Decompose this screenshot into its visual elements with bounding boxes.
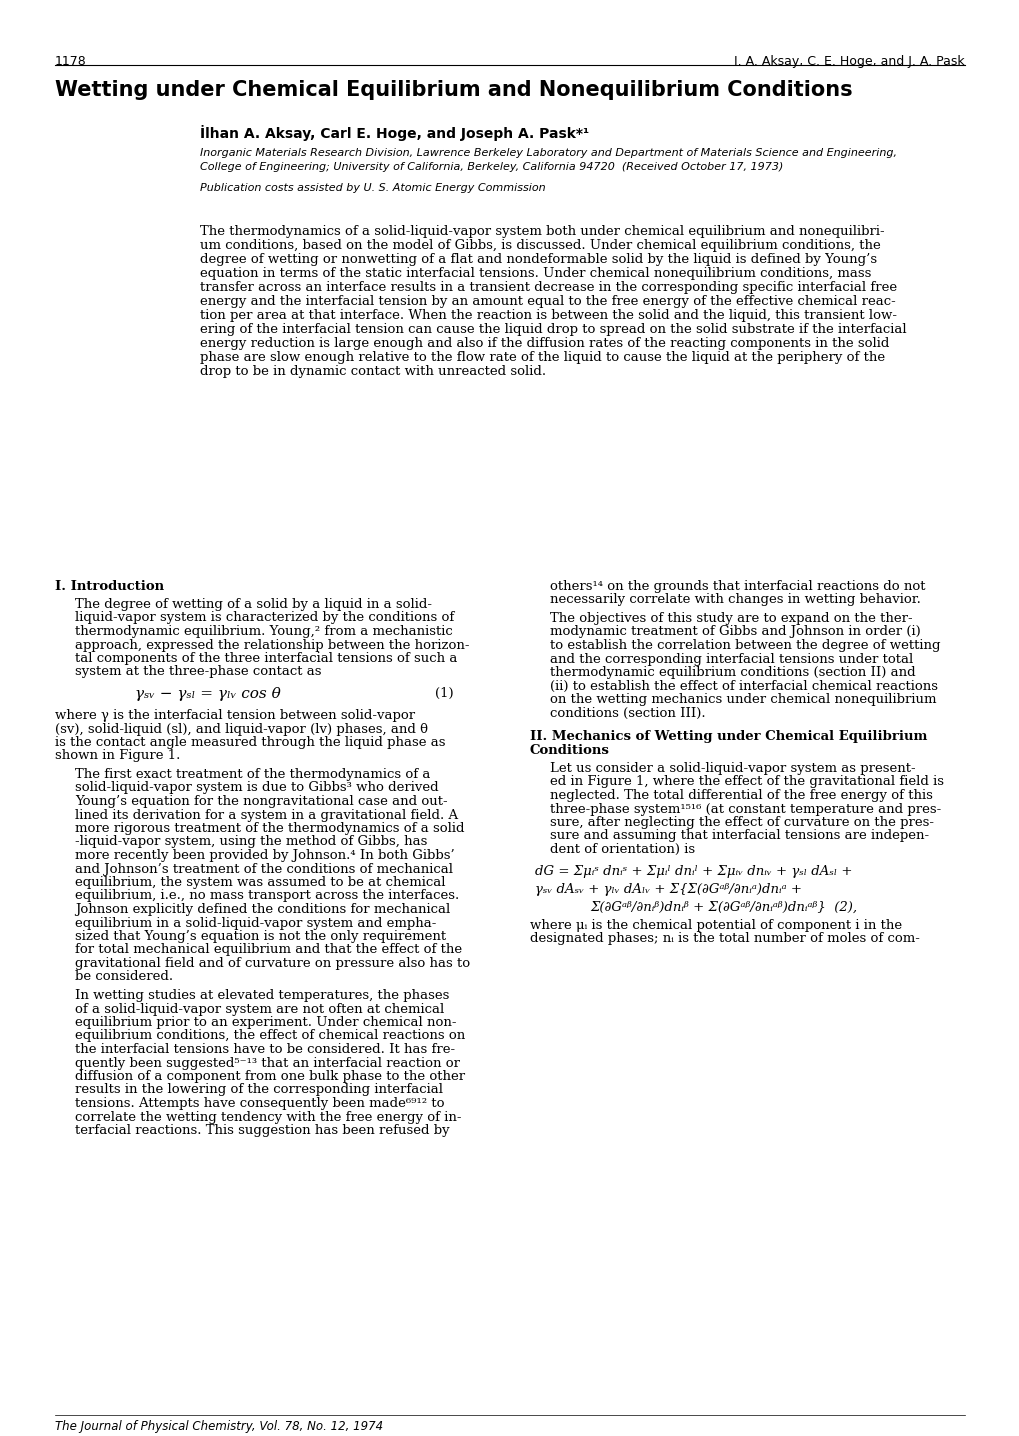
Text: 1178: 1178 <box>55 55 87 67</box>
Text: to establish the correlation between the degree of wetting: to establish the correlation between the… <box>549 639 940 652</box>
Text: The thermodynamics of a solid-liquid-vapor system both under chemical equilibriu: The thermodynamics of a solid-liquid-vap… <box>200 225 883 238</box>
Text: energy reduction is large enough and also if the diffusion rates of the reacting: energy reduction is large enough and als… <box>200 337 889 350</box>
Text: others¹⁴ on the grounds that interfacial reactions do not: others¹⁴ on the grounds that interfacial… <box>549 580 924 593</box>
Text: ed in Figure 1, where the effect of the gravitational field is: ed in Figure 1, where the effect of the … <box>549 775 943 788</box>
Text: gravitational field and of curvature on pressure also has to: gravitational field and of curvature on … <box>75 956 470 969</box>
Text: sure and assuming that interfacial tensions are indepen-: sure and assuming that interfacial tensi… <box>549 830 928 843</box>
Text: correlate the wetting tendency with the free energy of in-: correlate the wetting tendency with the … <box>75 1110 461 1123</box>
Text: The first exact treatment of the thermodynamics of a: The first exact treatment of the thermod… <box>75 768 430 781</box>
Text: system at the three-phase contact as: system at the three-phase contact as <box>75 665 321 678</box>
Text: on the wetting mechanics under chemical nonequilibrium: on the wetting mechanics under chemical … <box>549 694 935 707</box>
Text: be considered.: be considered. <box>75 971 173 984</box>
Text: for total mechanical equilibrium and that the effect of the: for total mechanical equilibrium and tha… <box>75 943 462 956</box>
Text: (sv), solid-liquid (sl), and liquid-vapor (lv) phases, and θ: (sv), solid-liquid (sl), and liquid-vapo… <box>55 722 428 735</box>
Text: Let us consider a solid-liquid-vapor system as present-: Let us consider a solid-liquid-vapor sys… <box>549 763 915 775</box>
Text: tensions. Attempts have consequently been made⁶⁹¹² to: tensions. Attempts have consequently bee… <box>75 1097 444 1110</box>
Text: designated phases; nᵢ is the total number of moles of com-: designated phases; nᵢ is the total numbe… <box>530 932 919 945</box>
Text: II. Mechanics of Wetting under Chemical Equilibrium: II. Mechanics of Wetting under Chemical … <box>530 729 926 742</box>
Text: γₛᵥ − γₛₗ = γₗᵥ cos θ: γₛᵥ − γₛₗ = γₗᵥ cos θ <box>135 686 280 701</box>
Text: um conditions, based on the model of Gibbs, is discussed. Under chemical equilib: um conditions, based on the model of Gib… <box>200 238 879 251</box>
Text: Σ(∂Gᵃᵝ/∂nᵢᵝ)dnᵢᵝ + Σ(∂Gᵃᵝ/∂nᵢᵃᵝ)dnᵢᵃᵝ}  (2),: Σ(∂Gᵃᵝ/∂nᵢᵝ)dnᵢᵝ + Σ(∂Gᵃᵝ/∂nᵢᵃᵝ)dnᵢᵃᵝ} (… <box>589 900 856 913</box>
Text: more rigorous treatment of the thermodynamics of a solid: more rigorous treatment of the thermodyn… <box>75 821 464 834</box>
Text: neglected. The total differential of the free energy of this: neglected. The total differential of the… <box>549 788 932 801</box>
Text: The degree of wetting of a solid by a liquid in a solid-: The degree of wetting of a solid by a li… <box>75 597 432 610</box>
Text: more recently been provided by Johnson.⁴ In both Gibbs’: more recently been provided by Johnson.⁴… <box>75 849 454 862</box>
Text: is the contact angle measured through the liquid phase as: is the contact angle measured through th… <box>55 737 445 750</box>
Text: tal components of the three interfacial tensions of such a: tal components of the three interfacial … <box>75 652 457 665</box>
Text: equilibrium prior to an experiment. Under chemical non-: equilibrium prior to an experiment. Unde… <box>75 1017 457 1030</box>
Text: equilibrium conditions, the effect of chemical reactions on: equilibrium conditions, the effect of ch… <box>75 1030 465 1043</box>
Text: of a solid-liquid-vapor system are not often at chemical: of a solid-liquid-vapor system are not o… <box>75 1002 444 1015</box>
Text: necessarily correlate with changes in wetting behavior.: necessarily correlate with changes in we… <box>549 593 920 606</box>
Text: transfer across an interface results in a transient decrease in the correspondin: transfer across an interface results in … <box>200 281 897 294</box>
Text: equation in terms of the static interfacial tensions. Under chemical nonequilibr: equation in terms of the static interfac… <box>200 267 870 280</box>
Text: lined its derivation for a system in a gravitational field. A: lined its derivation for a system in a g… <box>75 808 458 821</box>
Text: equilibrium, i.e., no mass transport across the interfaces.: equilibrium, i.e., no mass transport acr… <box>75 889 459 902</box>
Text: Wetting under Chemical Equilibrium and Nonequilibrium Conditions: Wetting under Chemical Equilibrium and N… <box>55 80 852 101</box>
Text: quently been suggested⁵⁻¹³ that an interfacial reaction or: quently been suggested⁵⁻¹³ that an inter… <box>75 1057 460 1070</box>
Text: I. A. Aksay, C. E. Hoge, and J. A. Pask: I. A. Aksay, C. E. Hoge, and J. A. Pask <box>734 55 964 67</box>
Text: equilibrium, the system was assumed to be at chemical: equilibrium, the system was assumed to b… <box>75 876 445 889</box>
Text: The Journal of Physical Chemistry, Vol. 78, No. 12, 1974: The Journal of Physical Chemistry, Vol. … <box>55 1420 383 1433</box>
Text: Inorganic Materials Research Division, Lawrence Berkeley Laboratory and Departme: Inorganic Materials Research Division, L… <box>200 148 896 158</box>
Text: and Johnson’s treatment of the conditions of mechanical: and Johnson’s treatment of the condition… <box>75 863 452 876</box>
Text: γₛᵥ dAₛᵥ + γₗᵥ dAₗᵥ + Σ{Σ(∂Gᵃᵝ/∂nᵢᵃ)dnᵢᵃ +: γₛᵥ dAₛᵥ + γₗᵥ dAₗᵥ + Σ{Σ(∂Gᵃᵝ/∂nᵢᵃ)dnᵢᵃ… <box>535 883 801 896</box>
Text: energy and the interfacial tension by an amount equal to the free energy of the : energy and the interfacial tension by an… <box>200 294 895 307</box>
Text: drop to be in dynamic contact with unreacted solid.: drop to be in dynamic contact with unrea… <box>200 365 545 378</box>
Text: Johnson explicitly defined the conditions for mechanical: Johnson explicitly defined the condition… <box>75 903 449 916</box>
Text: equilibrium in a solid-liquid-vapor system and empha-: equilibrium in a solid-liquid-vapor syst… <box>75 916 436 929</box>
Text: College of Engineering; University of California, Berkeley, California 94720  (R: College of Engineering; University of Ca… <box>200 162 783 172</box>
Text: conditions (section III).: conditions (section III). <box>549 707 705 719</box>
Text: sure, after neglecting the effect of curvature on the pres-: sure, after neglecting the effect of cur… <box>549 816 933 829</box>
Text: solid-liquid-vapor system is due to Gibbs³ who derived: solid-liquid-vapor system is due to Gibb… <box>75 781 438 794</box>
Text: Conditions: Conditions <box>530 744 609 757</box>
Text: In wetting studies at elevated temperatures, the phases: In wetting studies at elevated temperatu… <box>75 989 449 1002</box>
Text: -liquid-vapor system, using the method of Gibbs, has: -liquid-vapor system, using the method o… <box>75 836 427 849</box>
Text: thermodynamic equilibrium conditions (section II) and: thermodynamic equilibrium conditions (se… <box>549 666 915 679</box>
Text: and the corresponding interfacial tensions under total: and the corresponding interfacial tensio… <box>549 652 912 665</box>
Text: degree of wetting or nonwetting of a flat and nondeformable solid by the liquid : degree of wetting or nonwetting of a fla… <box>200 253 876 266</box>
Text: The objectives of this study are to expand on the ther-: The objectives of this study are to expa… <box>549 612 912 625</box>
Text: ering of the interfacial tension can cause the liquid drop to spread on the soli: ering of the interfacial tension can cau… <box>200 323 906 336</box>
Text: thermodynamic equilibrium. Young,² from a mechanistic: thermodynamic equilibrium. Young,² from … <box>75 625 452 638</box>
Text: where γ is the interfacial tension between solid-vapor: where γ is the interfacial tension betwe… <box>55 709 415 722</box>
Text: modynamic treatment of Gibbs and Johnson in order (i): modynamic treatment of Gibbs and Johnson… <box>549 626 920 639</box>
Text: dent of orientation) is: dent of orientation) is <box>549 843 694 856</box>
Text: shown in Figure 1.: shown in Figure 1. <box>55 750 180 763</box>
Text: Publication costs assisted by U. S. Atomic Energy Commission: Publication costs assisted by U. S. Atom… <box>200 182 545 192</box>
Text: İlhan A. Aksay, Carl E. Hoge, and Joseph A. Pask*¹: İlhan A. Aksay, Carl E. Hoge, and Joseph… <box>200 125 589 141</box>
Text: (1): (1) <box>434 686 453 699</box>
Text: approach, expressed the relationship between the horizon-: approach, expressed the relationship bet… <box>75 639 469 652</box>
Text: I. Introduction: I. Introduction <box>55 580 164 593</box>
Text: phase are slow enough relative to the flow rate of the liquid to cause the liqui: phase are slow enough relative to the fl… <box>200 350 884 363</box>
Text: Young’s equation for the nongravitational case and out-: Young’s equation for the nongravitationa… <box>75 796 447 808</box>
Text: where μᵢ is the chemical potential of component i in the: where μᵢ is the chemical potential of co… <box>530 919 901 932</box>
Text: results in the lowering of the corresponding interfacial: results in the lowering of the correspon… <box>75 1084 442 1097</box>
Text: dG = Σμᵢˢ dnᵢˢ + Σμᵢˡ dnᵢˡ + Σμᵢᵥ dnᵢᵥ + γₛₗ dAₛₗ +: dG = Σμᵢˢ dnᵢˢ + Σμᵢˡ dnᵢˡ + Σμᵢᵥ dnᵢᵥ +… <box>535 864 852 877</box>
Text: terfacial reactions. This suggestion has been refused by: terfacial reactions. This suggestion has… <box>75 1124 449 1137</box>
Text: liquid-vapor system is characterized by the conditions of: liquid-vapor system is characterized by … <box>75 612 453 625</box>
Text: three-phase system¹⁵¹⁶ (at constant temperature and pres-: three-phase system¹⁵¹⁶ (at constant temp… <box>549 803 941 816</box>
Text: diffusion of a component from one bulk phase to the other: diffusion of a component from one bulk p… <box>75 1070 465 1083</box>
Text: sized that Young’s equation is not the only requirement: sized that Young’s equation is not the o… <box>75 931 445 943</box>
Text: (ii) to establish the effect of interfacial chemical reactions: (ii) to establish the effect of interfac… <box>549 679 937 692</box>
Text: the interfacial tensions have to be considered. It has fre-: the interfacial tensions have to be cons… <box>75 1043 454 1055</box>
Text: tion per area at that interface. When the reaction is between the solid and the : tion per area at that interface. When th… <box>200 309 896 322</box>
